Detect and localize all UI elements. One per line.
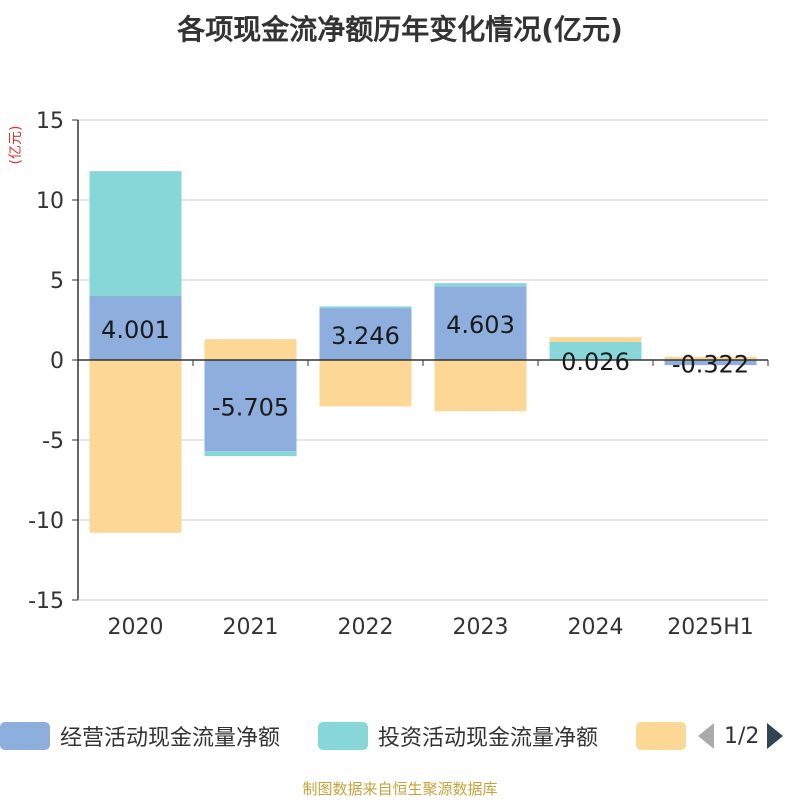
legend: 经营活动现金流量净额 投资活动现金流量净额: [0, 718, 800, 754]
legend-label-operating: 经营活动现金流量净额: [60, 726, 281, 751]
bar-2025H1-series-0: [664, 360, 757, 366]
x-tick-label-2021: 2021: [223, 615, 279, 640]
legend-swatch-investing: [318, 722, 368, 750]
bar-2022-series-1: [319, 306, 412, 309]
y-tick-label: -10: [28, 509, 64, 534]
bar-2024-series-1: [549, 341, 642, 360]
legend-pager: 1/2: [698, 718, 784, 754]
data-label-2023: 4.603: [446, 311, 515, 339]
x-tick-label-2022: 2022: [338, 615, 394, 640]
chart-title: 各项现金流净额历年变化情况(亿元): [177, 13, 623, 46]
legend-item-operating[interactable]: 经营活动现金流量净额: [0, 718, 280, 754]
bar-2020-series-0: [89, 295, 182, 360]
x-tick-label-2020: 2020: [108, 615, 164, 640]
bar-2022-series-2: [319, 360, 412, 407]
bar-2023-series-0: [434, 286, 527, 360]
legend-swatch-financing: [636, 722, 686, 750]
data-label-2025H1: -0.322: [672, 351, 749, 379]
bar-2020-series-2: [89, 360, 182, 533]
data-label-2022: 3.246: [331, 322, 400, 350]
legend-item-financing[interactable]: [636, 718, 686, 754]
bar-2023-series-1: [434, 283, 527, 287]
x-tick-label-2024: 2024: [568, 615, 624, 640]
y-tick-label: 5: [50, 269, 64, 294]
bar-2021-series-1: [204, 451, 297, 457]
legend-label-investing: 投资活动现金流量净额: [378, 726, 599, 751]
y-tick-label: 10: [36, 189, 64, 214]
legend-swatch-operating: [0, 722, 50, 750]
y-tick-label: -5: [42, 429, 64, 454]
x-tick-label-2025H1: 2025H1: [667, 615, 754, 640]
legend-page-indicator: 1/2: [724, 723, 760, 749]
source-footer: 制图数据来自恒生聚源数据库: [302, 780, 498, 798]
legend-next-page-icon[interactable]: [767, 723, 784, 749]
y-axis-unit-label: (亿元): [8, 126, 24, 165]
data-label-2021: -5.705: [212, 394, 289, 422]
data-label-2024: 0.026: [561, 348, 630, 376]
bar-2025H1-series-2: [664, 356, 757, 360]
bar-2024-series-2: [549, 337, 642, 342]
axes: 15 10 5 0 -5 -10 -15 2020 2021 2022 2023 2024 2025H1: [28, 109, 769, 640]
legend-item-investing[interactable]: 投资活动现金流量净额: [318, 718, 598, 754]
y-tick-label: -15: [28, 589, 64, 614]
data-labels: 4.001 -5.705 3.246 4.603 0.026 -0.322: [101, 311, 749, 421]
bar-2021-series-0: [204, 360, 297, 452]
legend-prev-page-icon[interactable]: [698, 723, 714, 749]
y-tick-label: 0: [50, 349, 64, 374]
x-tick-label-2023: 2023: [453, 615, 509, 640]
bar-2020-series-1: [89, 171, 182, 296]
bar-2021-series-2: [204, 339, 297, 360]
bar-2022-series-0: [319, 308, 412, 360]
y-tick-label: 15: [36, 109, 64, 134]
bar-2023-series-2: [434, 360, 527, 412]
bars: [89, 171, 757, 533]
data-label-2020: 4.001: [101, 316, 170, 344]
